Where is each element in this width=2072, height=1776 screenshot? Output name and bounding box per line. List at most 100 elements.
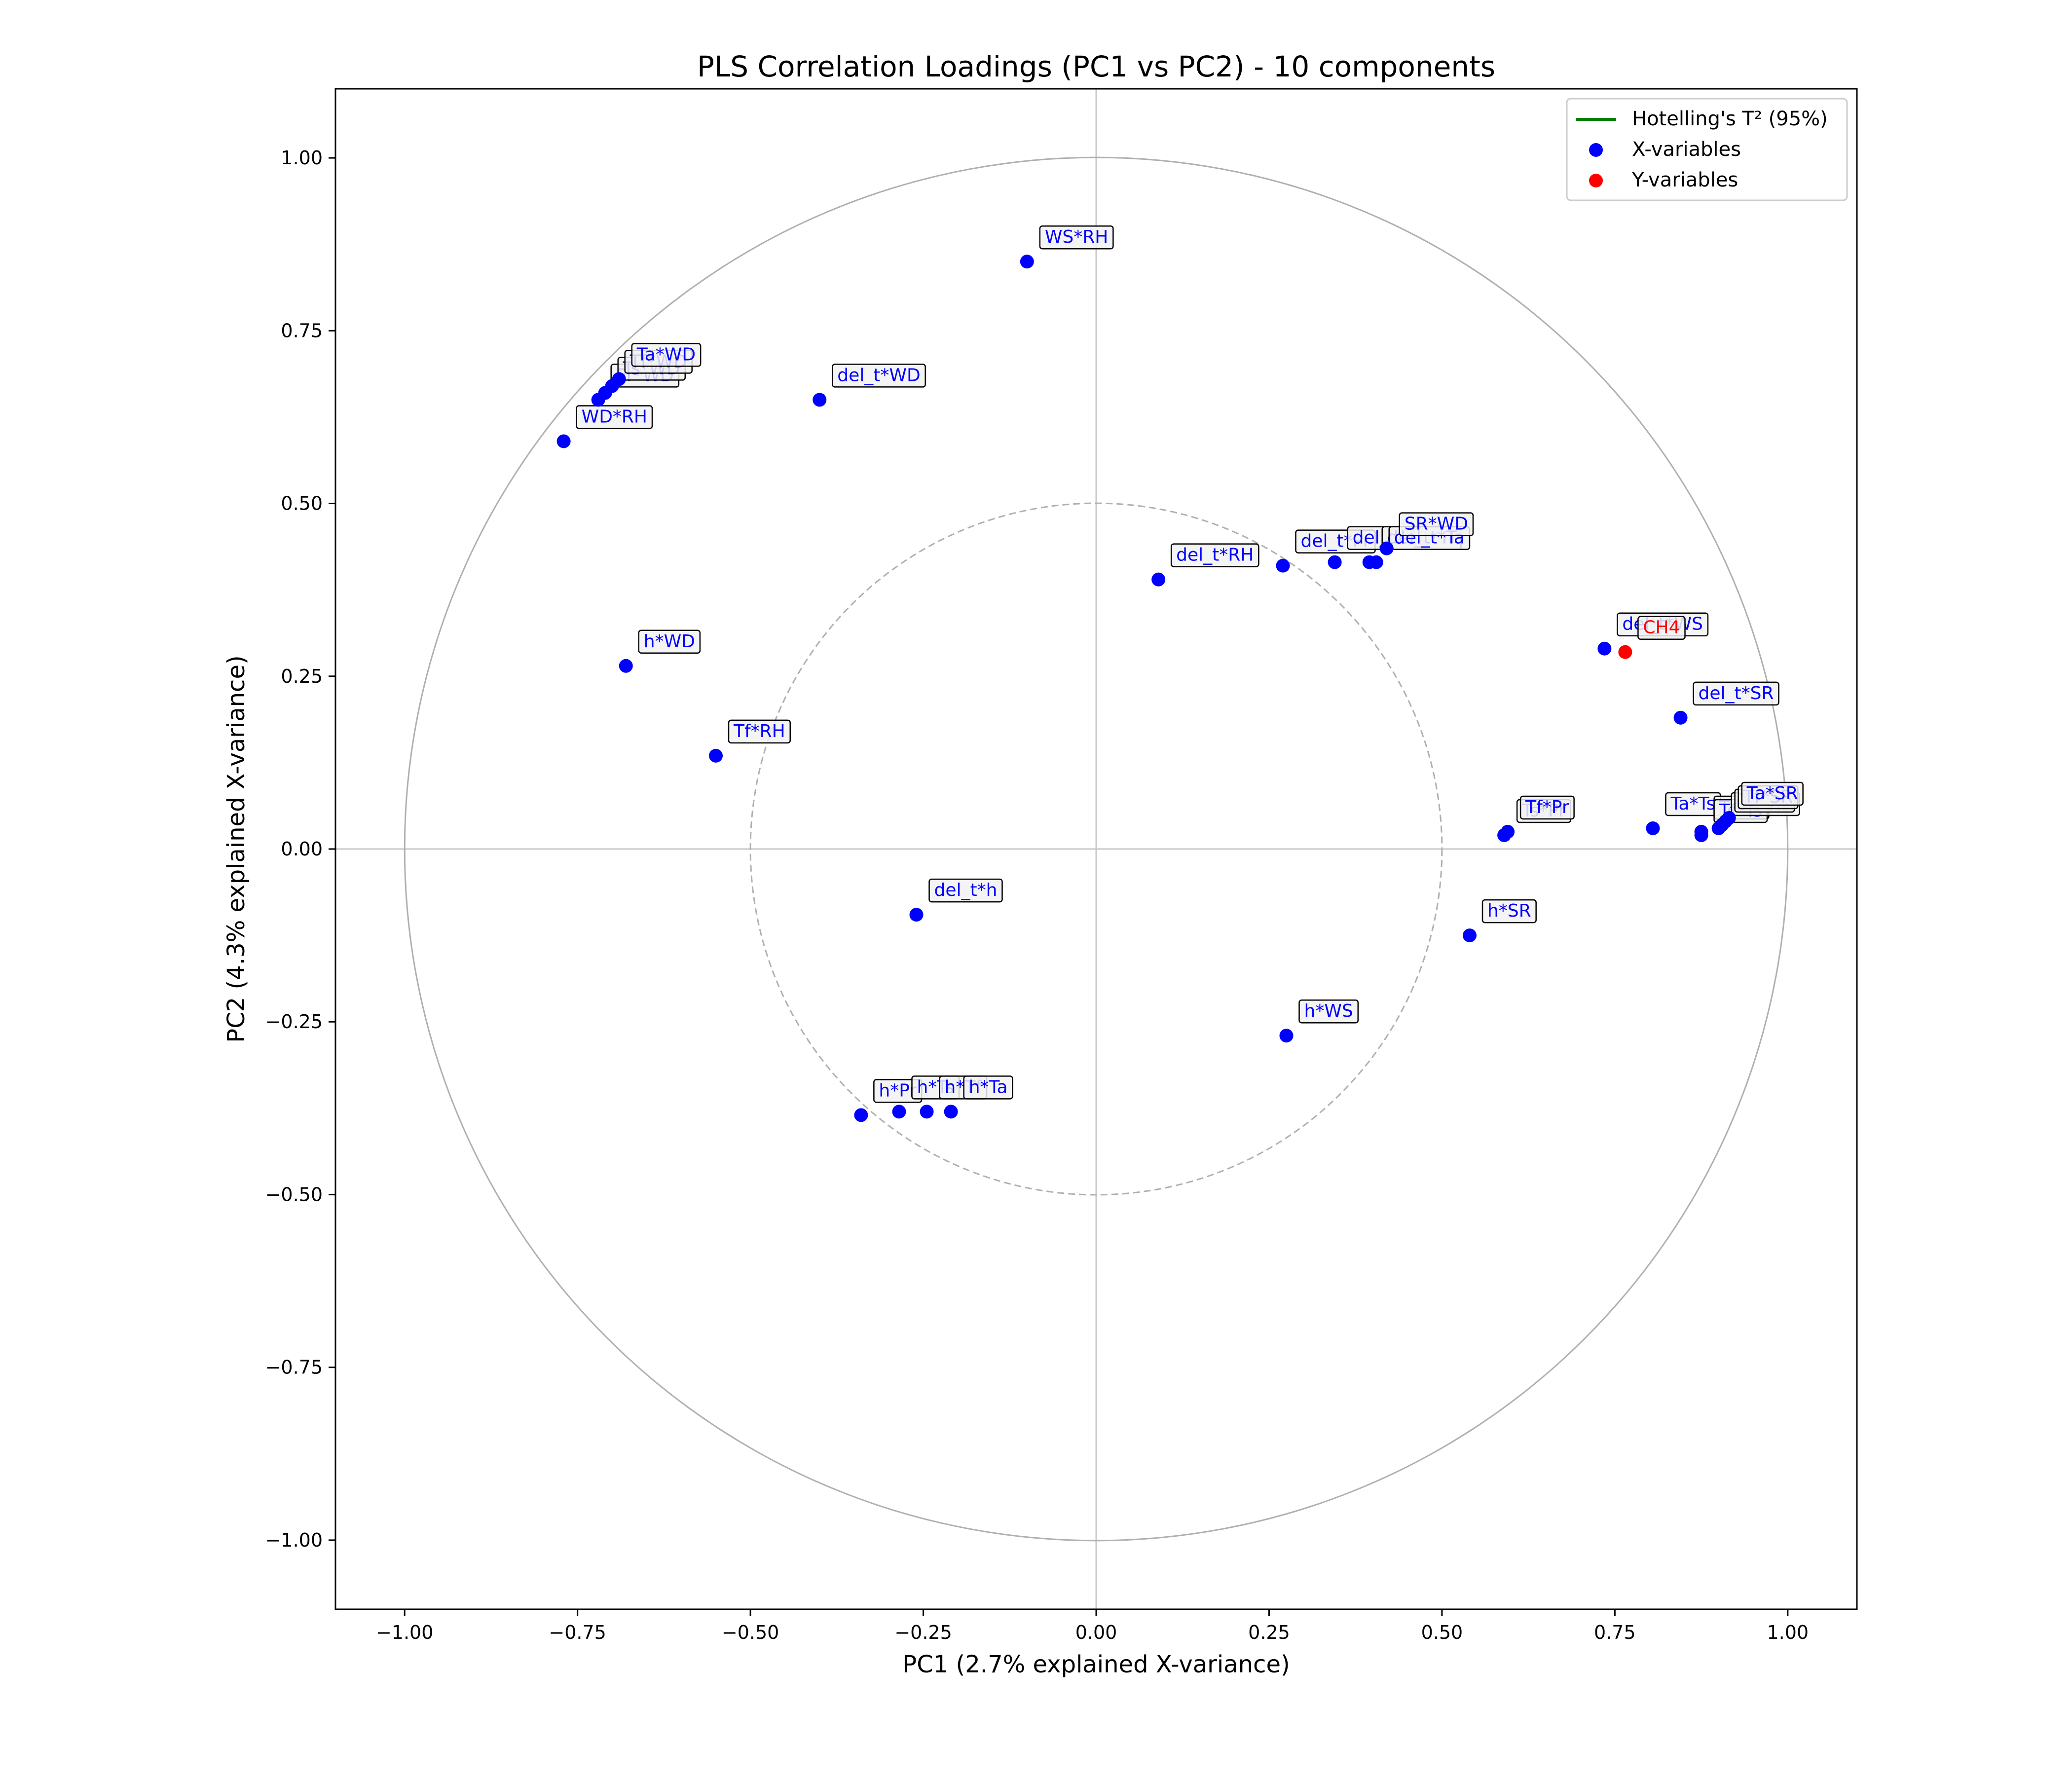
point-label: h*Pr xyxy=(879,1080,917,1101)
y-tick-label: 0.25 xyxy=(281,666,323,687)
data-point xyxy=(1369,555,1383,569)
point-label: h*Ta xyxy=(969,1077,1008,1097)
data-point xyxy=(619,659,633,673)
x-tick-label: −1.00 xyxy=(376,1622,433,1643)
point-label-box xyxy=(1741,781,1804,806)
y-tick-label: 0.75 xyxy=(281,320,323,341)
y-tick-label: 0.50 xyxy=(281,493,323,515)
x-tick-label: −0.50 xyxy=(722,1622,779,1643)
data-point-group: h*WS xyxy=(1279,999,1359,1043)
x-tick-label: 1.00 xyxy=(1767,1622,1809,1643)
x-axis-title: PC1 (2.7% explained X-variance) xyxy=(902,1651,1290,1678)
legend-dot-marker xyxy=(1589,174,1603,187)
point-label-box xyxy=(1481,899,1537,924)
data-point xyxy=(612,372,626,386)
legend-label: X-variables xyxy=(1632,138,1741,161)
point-label-box xyxy=(576,405,653,429)
data-point xyxy=(1597,641,1612,656)
data-point xyxy=(1020,255,1034,269)
data-point xyxy=(1646,821,1660,835)
data-point-group: WD*RH xyxy=(556,405,653,448)
point-label: Ta*WD xyxy=(636,344,696,365)
data-point-group: Ta*Ts xyxy=(1646,792,1721,835)
outer-circle xyxy=(404,156,1789,1542)
point-label-box xyxy=(1519,795,1575,820)
point-label-box xyxy=(1170,543,1259,567)
point-label-box xyxy=(928,878,1003,903)
data-point xyxy=(1462,928,1477,943)
data-point-group: Tf*Pr xyxy=(1501,795,1575,839)
data-point xyxy=(1328,555,1342,569)
legend-label: Y-variables xyxy=(1631,169,1738,191)
point-label: h*SR xyxy=(1487,901,1531,921)
x-tick-label: 0.00 xyxy=(1075,1622,1117,1643)
x-axis: −1.00 −0.75 −0.50 −0.25 0.00 0.25 0.50 0.75 1.00 xyxy=(376,1609,1809,1643)
point-label: Tf*RH xyxy=(733,721,785,741)
legend-box xyxy=(1566,98,1848,201)
chart-title: PLS Correlation Loadings (PC1 vs PC2) - … xyxy=(697,50,1495,83)
point-label: WS*RH xyxy=(1045,227,1109,247)
data-point xyxy=(1673,710,1688,725)
x-tick-label: −0.25 xyxy=(894,1622,952,1643)
data-point-group: Ta*SR xyxy=(1722,781,1804,825)
point-label: Ta*Ts xyxy=(1670,794,1715,814)
point-label: h*WD xyxy=(644,631,695,652)
y-tick-label: −1.00 xyxy=(265,1529,323,1551)
y-axis-title: PC2 (4.3% explained X-variance) xyxy=(222,655,250,1042)
data-point xyxy=(1276,558,1290,573)
point-label-box xyxy=(832,364,926,388)
data-point xyxy=(909,908,924,922)
y-tick-label: −0.25 xyxy=(265,1011,323,1033)
data-point xyxy=(1279,1029,1294,1043)
data-point-group: SR*WD xyxy=(1379,512,1474,555)
x-tick-label: −0.75 xyxy=(549,1622,606,1643)
data-point xyxy=(1501,824,1515,839)
y-tick-label: −0.50 xyxy=(265,1184,323,1205)
point-label-box xyxy=(728,719,791,744)
point-label: Ta*SR xyxy=(1746,783,1798,804)
data-point xyxy=(709,748,723,763)
point-label-box xyxy=(631,343,702,367)
point-label-box xyxy=(1039,225,1114,250)
data-point-group: del_t*RH xyxy=(1151,543,1259,587)
data-point-group: WS*RH xyxy=(1020,225,1114,269)
data-point xyxy=(1379,541,1394,555)
data-point-group: del_t*h xyxy=(909,878,1003,922)
data-point xyxy=(854,1108,868,1122)
x-tick-label: 0.75 xyxy=(1594,1622,1636,1643)
point-label: Tf*Pr xyxy=(1525,797,1569,817)
y-tick-label: −0.75 xyxy=(265,1357,323,1378)
point-label: SR*WD xyxy=(1405,514,1468,534)
x-tick-label: 0.25 xyxy=(1248,1622,1290,1643)
point-label-box xyxy=(1693,681,1779,706)
point-label: del_t*RH xyxy=(1176,545,1254,565)
data-point xyxy=(813,393,827,407)
data-point-group: h*Ta xyxy=(944,1075,1013,1119)
y-tick-label: 1.00 xyxy=(281,147,323,169)
point-label: del_t*SR xyxy=(1699,683,1774,703)
data-point-group: h*SR xyxy=(1462,899,1537,943)
legend-dot-marker xyxy=(1589,143,1603,157)
data-point-group: h*Pr xyxy=(854,1079,923,1122)
point-label: del_t*WD xyxy=(837,365,920,385)
y-tick-label: 0.00 xyxy=(281,838,323,860)
point-label-box xyxy=(1399,512,1474,536)
legend-label: Hotelling's T² (95%) xyxy=(1632,108,1828,130)
point-label-box xyxy=(963,1075,1013,1100)
data-point xyxy=(892,1105,906,1119)
data-point xyxy=(556,434,571,448)
data-point-group: h*WD xyxy=(619,629,701,673)
data-point-group: Tf*RH xyxy=(709,719,791,763)
y-axis: −1.00 −0.75 −0.50 −0.25 0.00 0.25 0.50 0.75 1.00 xyxy=(265,147,335,1551)
point-label: del_t*h xyxy=(934,880,998,900)
data-point xyxy=(920,1105,934,1119)
data-point xyxy=(1694,828,1708,842)
point-label-box xyxy=(1637,616,1686,640)
inner-circle-dashed xyxy=(749,502,1443,1196)
data-point-group: del_t*WD xyxy=(813,364,926,407)
point-label-box xyxy=(1298,999,1359,1024)
data-point xyxy=(1151,572,1166,587)
data-point xyxy=(1722,811,1736,825)
plot-area: WS*RHdel_t*WDWD*RHPr*WDTs*WDTf*WDTa*WDh*… xyxy=(335,89,1857,1609)
